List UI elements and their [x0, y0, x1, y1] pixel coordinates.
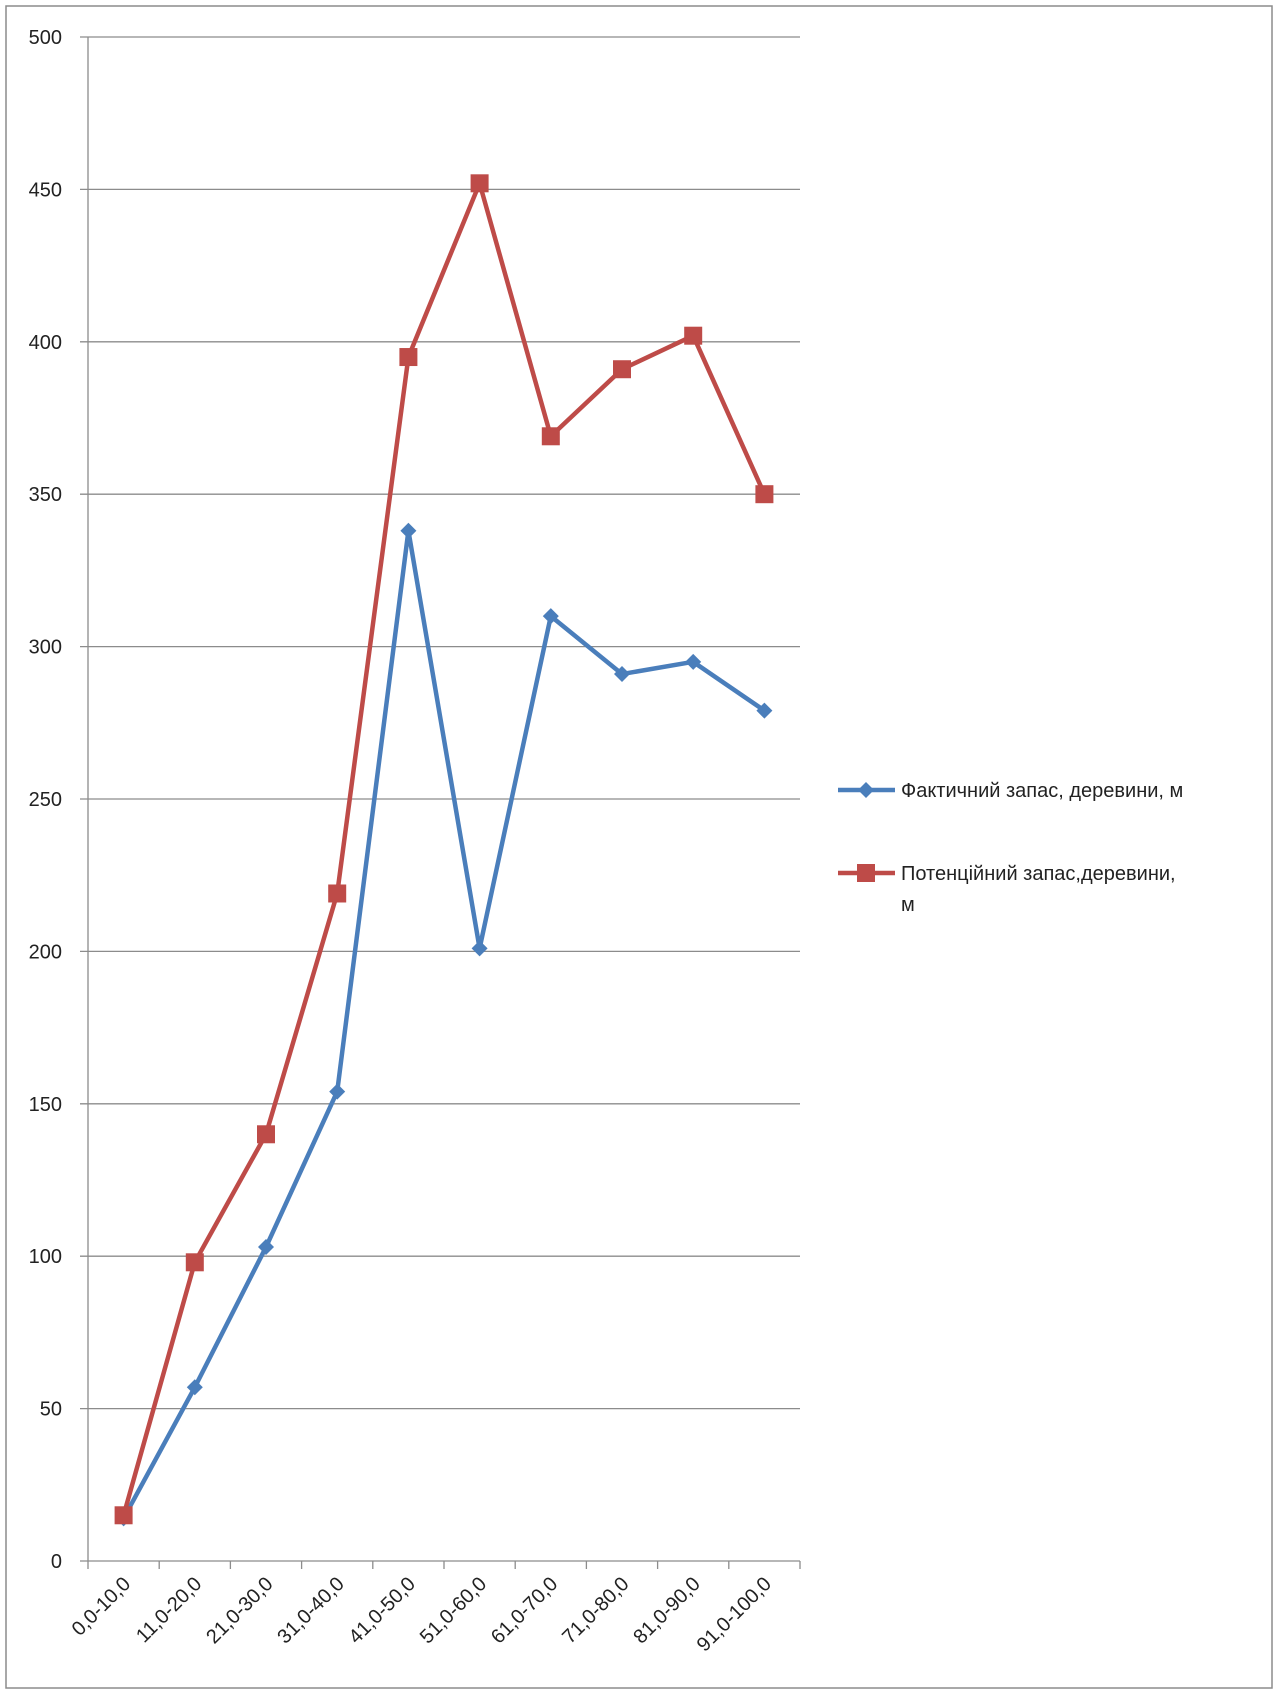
data-point-1	[613, 360, 631, 379]
y-tick-label: 50	[40, 1399, 62, 1421]
y-tick-label: 200	[29, 941, 62, 963]
y-tick-label: 450	[29, 179, 62, 201]
legend-label-1: Потенційний запас,деревини,	[901, 863, 1176, 885]
y-tick-label: 400	[29, 332, 62, 354]
y-tick-label: 350	[29, 484, 62, 506]
legend-label-1: м	[901, 894, 915, 916]
data-point-1	[470, 174, 489, 193]
legend-swatch-marker-1	[857, 864, 875, 882]
data-point-0	[471, 940, 488, 957]
data-point-1	[684, 326, 703, 345]
data-point-0	[186, 1379, 203, 1396]
data-point-0	[756, 702, 773, 719]
legend-label-0: Фактичний запас, деревини, м	[901, 780, 1183, 802]
legend: Фактичний запас, деревини, м Потенційний …	[838, 780, 1183, 916]
y-tick-label: 300	[29, 637, 62, 659]
legend-swatch-marker-0	[858, 782, 874, 798]
data-point-1	[541, 427, 560, 446]
data-point-1	[328, 884, 347, 903]
y-tick-label: 500	[29, 27, 62, 49]
series-line-1	[121, 181, 767, 1516]
y-tick-label: 250	[29, 789, 62, 811]
chart-border	[5, 5, 1273, 1689]
data-point-0	[400, 522, 417, 539]
data-point-1	[257, 1125, 275, 1144]
data-point-1	[755, 485, 774, 504]
data-point-1	[114, 1506, 133, 1525]
axes	[80, 37, 801, 1569]
series-line-0	[121, 528, 766, 1520]
y-tick-label: 0	[51, 1551, 62, 1573]
data-point-0	[685, 653, 702, 670]
data-point-0	[329, 1083, 346, 1100]
data-point-1	[185, 1253, 204, 1272]
y-tick-label: 150	[29, 1094, 62, 1116]
y-tick-labels: 0 50 100 150 200 250 300 350 400 450 500	[29, 27, 62, 1573]
data-point-0	[614, 666, 630, 683]
data-point-0	[542, 608, 559, 625]
y-tick-label: 100	[29, 1246, 62, 1268]
data-point-0	[258, 1239, 274, 1256]
series-lines	[114, 174, 774, 1527]
data-point-1	[399, 348, 418, 367]
